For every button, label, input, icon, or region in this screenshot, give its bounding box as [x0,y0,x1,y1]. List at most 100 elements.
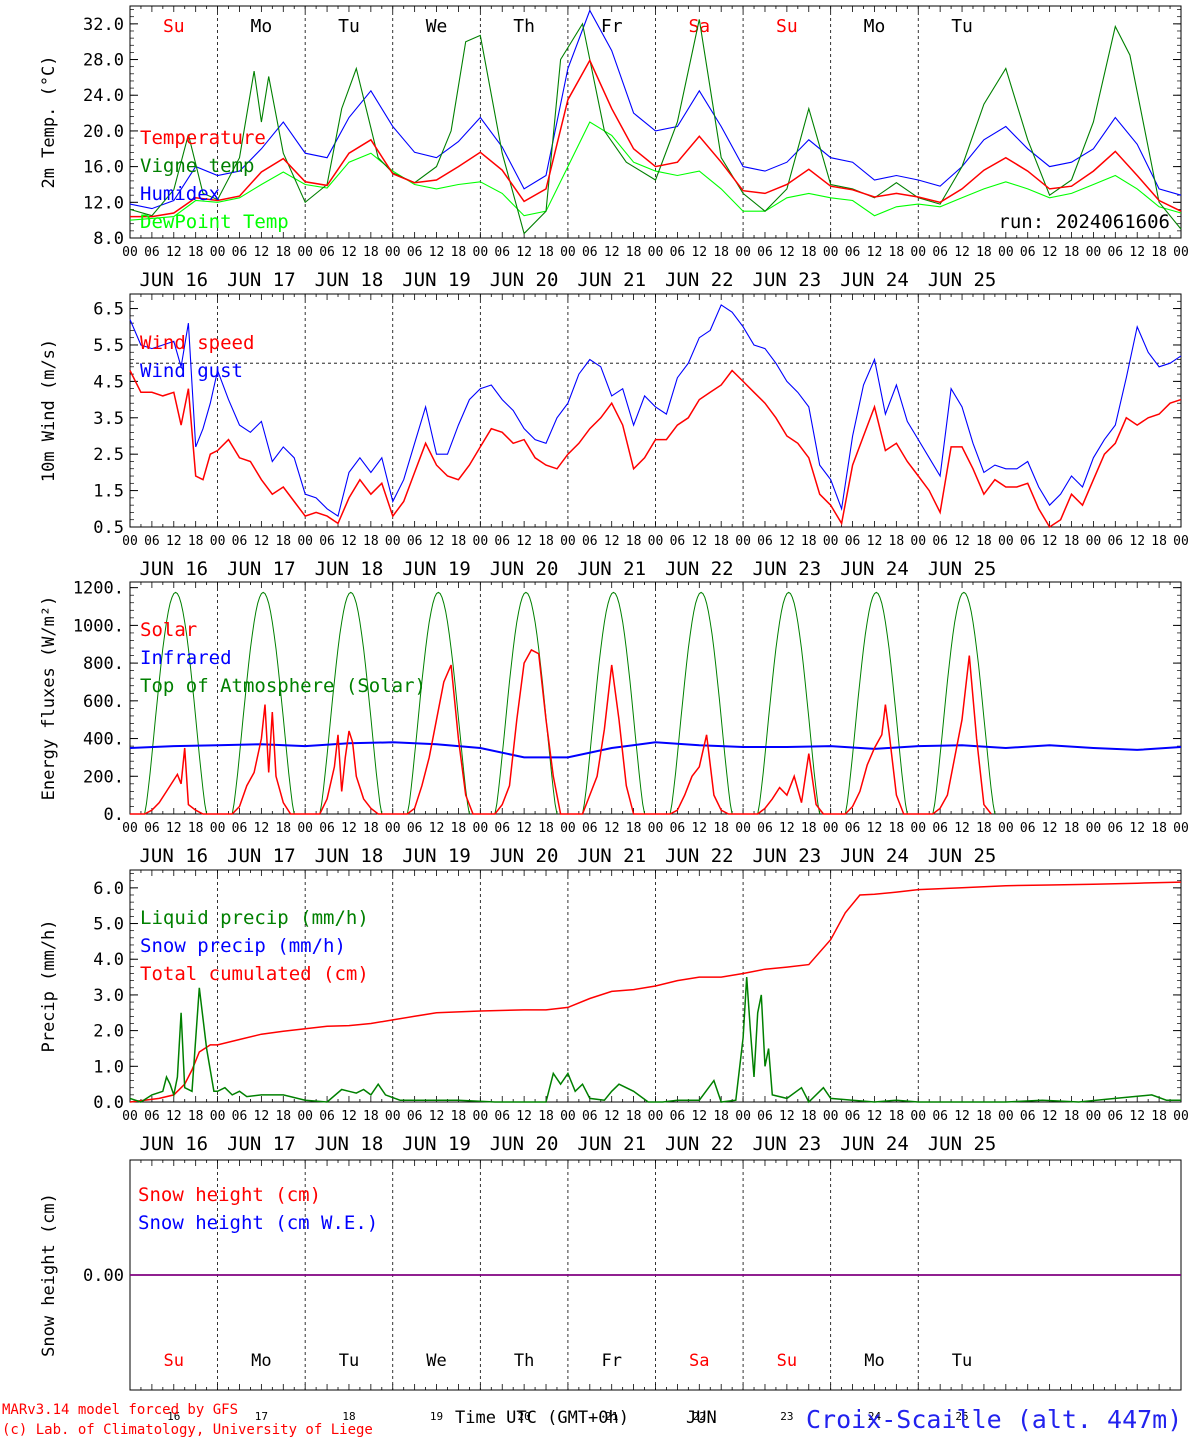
series-line-wind-gust [129,304,1182,517]
hour-tick-label: 00 [210,821,226,836]
hour-tick-label: 00 [210,245,226,260]
weekday-label: Th [514,1351,534,1371]
date-label: JUN 18 [315,845,384,867]
y-tick-label: 16.0 [83,158,124,178]
date-label: JUN 18 [315,269,384,291]
time-axis-label: Time UTC (GMT+0h) [455,1408,629,1428]
hour-tick-label: 18 [889,534,905,549]
hour-tick-label: 18 [1064,821,1080,836]
panel-1: 00 06 12 18 00 06 12 18 00 06 12 18 00 06 12 18 00 06 12 18… [39,5,1189,291]
hour-tick-label: 00 [823,1109,839,1124]
hour-tick-label: 00 [385,534,401,549]
date-label: JUN 20 [490,269,559,291]
date-label: JUN 24 [840,845,909,867]
hour-tick-label: 18 [713,534,729,549]
hour-tick-label: 12 [779,821,795,836]
hour-tick-label: 18 [626,1109,642,1124]
date-label: JUN 23 [753,269,822,291]
hour-tick-label: 18 [363,534,379,549]
hour-tick-label: 00 [122,534,138,549]
hour-tick-label: 12 [954,821,970,836]
hour-tick-label: 00 [122,821,138,836]
hour-tick-label: 18 [538,1109,554,1124]
hour-tick-label: 12 [166,534,182,549]
hour-tick-label: 00 [1086,534,1102,549]
weekday-label: Mo [251,1351,271,1371]
hour-tick-label: 18 [275,534,291,549]
date-label: JUN 22 [665,845,734,867]
hour-tick-label: 12 [166,821,182,836]
date-label: JUN 25 [928,845,997,867]
hour-tick-label: 00 [998,245,1014,260]
y-tick-label: 3.0 [93,986,124,1006]
series-line-wind-speed [129,369,1182,529]
hour-tick-label: 12 [1129,1109,1145,1124]
hour-tick-label: 06 [932,534,948,549]
hour-tick-label: 12 [429,245,445,260]
legend-label: Wind speed [140,332,254,354]
hour-tick-label: 06 [757,245,773,260]
hour-tick-label: 00 [473,821,489,836]
hour-tick-label: 00 [560,821,576,836]
hour-tick-label: 18 [889,821,905,836]
date-label: JUN 21 [577,558,646,580]
hour-tick-label: 06 [1107,1109,1123,1124]
date-label: JUN 19 [402,558,471,580]
legend-label: Solar [140,619,197,641]
hour-tick-label: 00 [823,534,839,549]
legend-label: Total cumulated (cm) [140,963,369,985]
y-tick-label: 800. [83,654,124,674]
hour-tick-label: 18 [626,534,642,549]
hour-tick-label: 18 [626,245,642,260]
hour-tick-label: 06 [494,534,510,549]
date-label: JUN 25 [928,558,997,580]
hour-tick-label: 06 [1020,245,1036,260]
hour-tick-label: 06 [932,821,948,836]
date-label: JUN 16 [139,558,208,580]
model-credit: MARv3.14 model forced by GFS [2,1402,238,1418]
day-number-label: 20 [518,1410,531,1423]
hour-tick-label: 12 [691,1109,707,1124]
day-number-label: 25 [955,1410,968,1423]
date-label: JUN 19 [402,845,471,867]
hour-tick-label: 12 [779,1109,795,1124]
hour-tick-label: 00 [297,534,313,549]
hour-tick-label: 00 [1173,534,1189,549]
hour-tick-label: 00 [735,534,751,549]
panel-3: 00 06 12 18 00 06 12 18 00 06 12 18 00 06 12 18 00 06 12 18… [39,579,1189,867]
hour-tick-label: 06 [845,245,861,260]
series-line-dewpoint-temp [129,121,1182,221]
hour-tick-label: 18 [976,534,992,549]
hour-tick-label: 06 [845,821,861,836]
hour-tick-label: 06 [319,534,335,549]
hour-tick-label: 18 [275,245,291,260]
panel-2: 00 06 12 18 00 06 12 18 00 06 12 18 00 06 12 18 00 06 12 18… [39,293,1189,580]
hour-tick-label: 12 [954,1109,970,1124]
hour-tick-label: 06 [932,245,948,260]
hour-tick-label: 12 [1042,821,1058,836]
hour-tick-label: 18 [801,821,817,836]
hour-tick-label: 18 [538,245,554,260]
hour-tick-label: 00 [910,534,926,549]
hour-tick-label: 00 [910,821,926,836]
hour-tick-label: 18 [1064,534,1080,549]
legend-label: Liquid precip (mm/h) [140,907,369,929]
hour-tick-label: 12 [867,1109,883,1124]
weekday-label: We [426,1351,446,1371]
station-name: Croix-Scaille (alt. 447m) [806,1405,1182,1434]
legend-label: DewPoint Temp [140,211,289,233]
hour-tick-label: 00 [998,534,1014,549]
hour-tick-label: 18 [538,821,554,836]
hour-tick-label: 06 [494,245,510,260]
hour-tick-label: 00 [385,821,401,836]
hour-tick-label: 06 [144,1109,160,1124]
hour-tick-label: 06 [232,245,248,260]
date-label: JUN 20 [490,1133,559,1155]
hour-tick-label: 18 [188,245,204,260]
date-label: JUN 16 [139,845,208,867]
day-number-label: 21 [605,1410,618,1423]
date-label: JUN 17 [227,1133,296,1155]
weekday-label: Tu [952,1351,972,1371]
y-axis-label: 10m Wind (m/s) [39,339,59,482]
hour-tick-label: 18 [188,1109,204,1124]
